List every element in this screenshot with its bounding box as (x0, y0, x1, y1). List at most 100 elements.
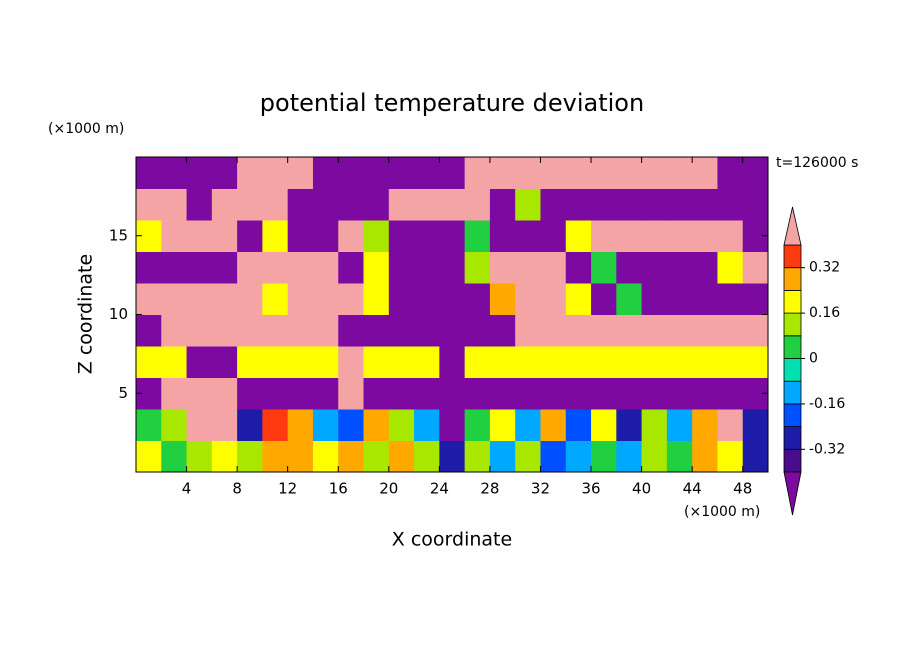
contour-cell (666, 377, 693, 410)
contour-cell (515, 283, 541, 315)
contour-cell (641, 283, 668, 315)
contour-cell (717, 314, 744, 347)
contour-cell (363, 314, 390, 347)
x-tick-label: 40 (632, 480, 651, 498)
contour-cell (287, 377, 314, 410)
contour-cell (717, 220, 744, 252)
contour-cell (363, 346, 390, 378)
contour-cell (616, 409, 643, 441)
contour-cell (489, 440, 516, 473)
contour-cell (414, 377, 440, 410)
contour-cell (616, 377, 643, 410)
contour-cell (692, 440, 718, 473)
contour-cell (161, 440, 188, 473)
time-annotation: t=126000 s (776, 155, 858, 171)
contour-cell (641, 346, 668, 378)
contour-cell (616, 251, 643, 284)
colorbar-box (783, 312, 802, 337)
contour-cell (211, 157, 238, 189)
x-axis-label: X coordinate (392, 529, 512, 551)
x-tick-label: 44 (683, 480, 702, 498)
y-tick-label: 10 (109, 305, 128, 323)
contour-cell (565, 157, 592, 189)
contour-cell (666, 283, 693, 315)
contour-cell (414, 251, 440, 284)
y-tick-label: 5 (118, 384, 128, 402)
contour-cell (489, 188, 516, 221)
contour-cell (363, 157, 390, 189)
contour-cell (414, 346, 440, 378)
contour-cell (363, 220, 390, 252)
contour-cell (237, 251, 263, 284)
contour-cell (692, 157, 718, 189)
contour-cell (388, 251, 415, 284)
contour-cell (262, 346, 289, 378)
contour-cell (388, 283, 415, 315)
contour-cell (439, 251, 466, 284)
colorbar-box (783, 426, 802, 450)
x-tick-label: 24 (430, 480, 449, 498)
contour-cell (136, 314, 162, 347)
contour-cell (338, 346, 365, 378)
contour-cell (692, 409, 718, 441)
colorbar-box (783, 289, 802, 314)
contour-cell (464, 346, 491, 378)
contour-cell (616, 314, 643, 347)
contour-cell (489, 314, 516, 347)
x-tick-label: 8 (232, 480, 242, 498)
x-tick-label: 28 (480, 480, 499, 498)
contour-cell (591, 409, 617, 441)
x-tick-label: 4 (182, 480, 192, 498)
contour-cell (540, 377, 567, 410)
contour-cell (540, 251, 567, 284)
x-tick-label: 12 (278, 480, 297, 498)
contour-cell (186, 188, 213, 221)
contour-cell (742, 188, 769, 221)
contour-cell (464, 188, 491, 221)
contour-cell (515, 377, 541, 410)
contour-cell (717, 157, 744, 189)
contour-cell (565, 314, 592, 347)
contour-cell (717, 440, 744, 473)
contour-cell (161, 188, 188, 221)
contour-cell (565, 440, 592, 473)
contour-cell (439, 314, 466, 347)
contour-cell (338, 157, 365, 189)
contour-cell (388, 314, 415, 347)
contour-cell (161, 377, 188, 410)
contour-cell (136, 188, 162, 221)
contour-cell (742, 283, 769, 315)
contour-cell (666, 440, 693, 473)
contour-cell (312, 377, 339, 410)
contour-cell (464, 440, 491, 473)
contour-cell (616, 188, 643, 221)
colorbar-triangle-high (783, 206, 802, 246)
contour-cell (565, 251, 592, 284)
contour-cell (287, 283, 314, 315)
contour-cell (363, 251, 390, 284)
contour-cell (742, 440, 769, 473)
contour-cell (312, 346, 339, 378)
contour-cell (666, 157, 693, 189)
contour-cell (237, 157, 263, 189)
contour-cell (540, 440, 567, 473)
contour-cell (338, 314, 365, 347)
contour-cell (262, 283, 289, 315)
x-tick-label: 48 (733, 480, 752, 498)
contour-cell (211, 440, 238, 473)
contour-cell (616, 346, 643, 378)
contour-cell (312, 220, 339, 252)
contour-cell (388, 346, 415, 378)
contour-cell (540, 314, 567, 347)
contour-cell (717, 346, 744, 378)
colorbar-tick-label: 0 (809, 351, 818, 367)
contour-cell (489, 283, 516, 315)
contour-cell (186, 314, 213, 347)
contour-cell (591, 220, 617, 252)
contour-cell (666, 409, 693, 441)
contour-cell (237, 409, 263, 441)
colorbar-tick-label: -0.16 (809, 396, 845, 412)
contour-cell (237, 188, 263, 221)
contour-cell (692, 346, 718, 378)
contour-cell (439, 157, 466, 189)
